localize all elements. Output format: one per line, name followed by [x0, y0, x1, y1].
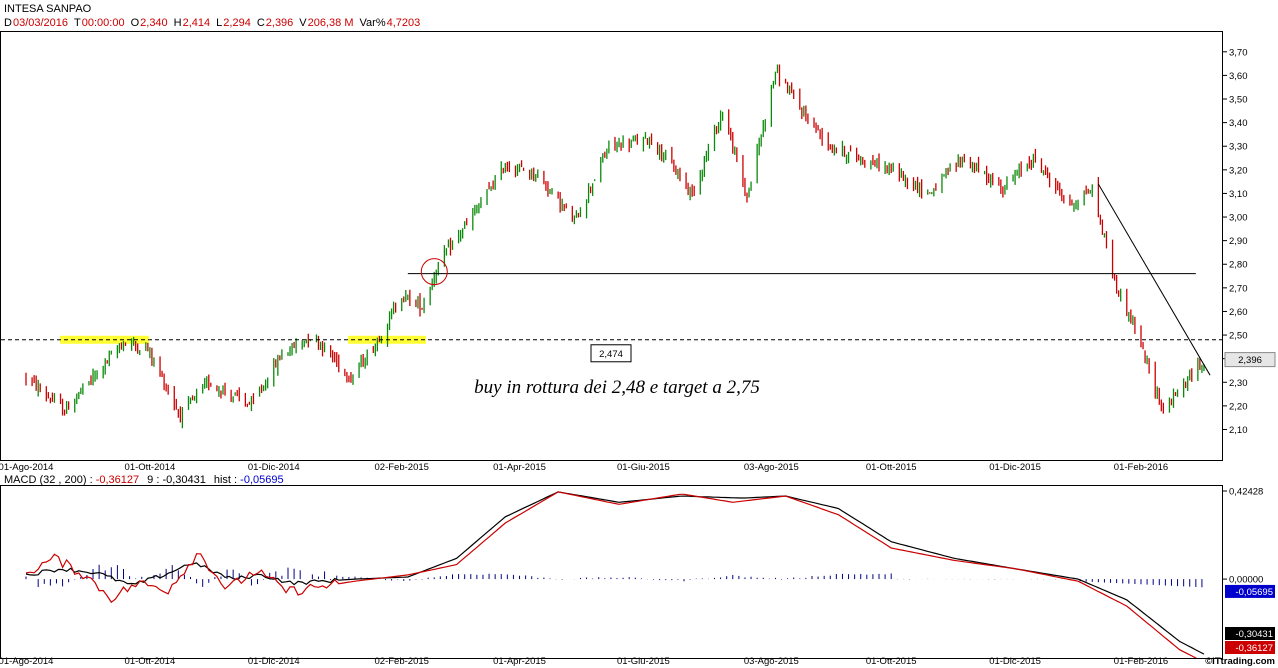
level-label-box [590, 344, 632, 363]
level-label: 2,474 [599, 349, 623, 360]
x-axis-label: 01-Feb-2016 [1114, 656, 1168, 667]
quote-field-value: 206,38 M [308, 17, 354, 29]
price-levels [1, 273, 1222, 341]
quote-field-value: 03/03/2016 [13, 17, 68, 29]
macd-y-axis: 0,42428 0,00000 [1223, 487, 1263, 586]
breakout-circle [420, 258, 448, 286]
x-axis-label: 01-Dic-2014 [248, 656, 300, 667]
quote-field-value: 2,340 [140, 17, 168, 29]
y-tick-label: 3,40 [1229, 118, 1248, 129]
symbol-label: INTESA SANPAO [4, 3, 92, 15]
macd-y-tick-label: 0,42428 [1229, 487, 1263, 498]
macd-y-tick-label: 0,00000 [1229, 575, 1263, 586]
y-tick-label: 2,60 [1229, 307, 1248, 318]
quote-field-value: 2,294 [223, 17, 251, 29]
x-axis-label: 03-Ago-2015 [744, 462, 799, 473]
price-panel-frame [0, 31, 1223, 461]
macd-value-boxes: -0,05695 -0,30431 -0,36127 [1225, 584, 1275, 654]
y-tick-label: 3,20 [1229, 165, 1248, 176]
x-axis-label: 01-Giu-2015 [617, 656, 670, 667]
y-tick-label: 3,00 [1229, 213, 1248, 224]
candles [25, 64, 1205, 429]
x-axis-label: 01-Dic-2015 [989, 656, 1041, 667]
x-axis-label: 03-Ago-2015 [744, 656, 799, 667]
quote-field-value: 2,414 [183, 17, 211, 29]
trade-note: buy in rottura dei 2,48 e target a 2,75 [474, 377, 760, 398]
hist-label: hist : [214, 474, 240, 486]
quote-fields: D03/03/2016 T00:00:00 O2,340 H2,414 L2,294 C2… [4, 17, 420, 29]
quote-field-label: H [174, 17, 182, 29]
macd-histogram [25, 564, 1203, 588]
y-tick-label: 2,70 [1229, 283, 1248, 294]
y-tick-label: 3,70 [1229, 47, 1248, 58]
macd-panel-frame [0, 485, 1223, 659]
quote-field-value: 00:00:00 [82, 17, 125, 29]
x-axis-label: 01-Ago-2014 [0, 462, 53, 473]
x-axis-label: 01-Apr-2015 [493, 656, 546, 667]
x-axis-label: 01-Dic-2014 [248, 462, 300, 473]
quote-field-value: 4,7203 [387, 17, 421, 29]
quote-field-label: C [257, 17, 265, 29]
y-tick-label: 3,30 [1229, 142, 1248, 153]
y-tick-label: 2,20 [1229, 401, 1248, 412]
macd-value-box-label: -0,36127 [1235, 643, 1273, 654]
signal-label: 9 : [147, 474, 162, 486]
y-tick-label: 2,80 [1229, 260, 1248, 271]
macd-value-box [1225, 627, 1275, 640]
quote-field-label: V [299, 17, 307, 29]
quote-field-label: O [131, 17, 140, 29]
trendline [1097, 183, 1211, 376]
y-tick-label: 3,10 [1229, 189, 1248, 200]
macd-value-box [1225, 641, 1275, 654]
x-axis-label: 01-Ott-2015 [866, 462, 917, 473]
date-axis-labels: 01-Ago-2014 01-Ago-2014 01-Ott-2014 01-Ott-… [0, 462, 1168, 667]
macd-title: MACD (32 , 200) : [4, 474, 96, 486]
x-axis-label: 01-Ott-2014 [125, 656, 176, 667]
macd-line [25, 491, 1205, 655]
last-price: 2,396 [1238, 355, 1262, 366]
quote-field-label: Var% [360, 17, 386, 29]
y-tick-label: 2,90 [1229, 236, 1248, 247]
signal-line [25, 491, 1198, 658]
quote-field-label: T [74, 17, 81, 29]
last-price-box [1224, 352, 1276, 368]
x-axis-label: 01-Ott-2015 [866, 656, 917, 667]
price-y-axis: 3,70 3,60 3,50 3,40 3,30 3,20 3,10 3,00 2,90 2,80… [1223, 47, 1248, 436]
support-highlight [60, 335, 149, 344]
y-tick-label: 3,50 [1229, 95, 1248, 106]
quote-field-label: D [4, 17, 12, 29]
watermark: ©ITtrading.com [1205, 656, 1275, 667]
macd-value-box-label: -0,30431 [1235, 629, 1273, 640]
x-axis-label: 01-Apr-2015 [493, 462, 546, 473]
y-tick-label: 2,10 [1229, 425, 1248, 436]
y-tick-label: 3,60 [1229, 71, 1248, 82]
x-axis-label: 01-Feb-2016 [1114, 462, 1168, 473]
x-axis-label: 02-Feb-2015 [375, 462, 429, 473]
y-tick-label: 2,50 [1229, 331, 1248, 342]
quote-field-label: L [216, 17, 222, 29]
macd-value: -0,36127 [96, 474, 139, 486]
macd-header: MACD (32 , 200) : -0,36127 9 : -0,30431 hi… [4, 474, 284, 486]
hist-value: -0,05695 [240, 474, 283, 486]
y-tick-label: 2,30 [1229, 378, 1248, 389]
x-axis-label: 01-Ago-2014 [0, 656, 53, 667]
x-axis-label: 01-Giu-2015 [617, 462, 670, 473]
signal-value: -0,30431 [162, 474, 205, 486]
macd-value-box [1225, 584, 1275, 598]
x-axis-label: 01-Dic-2015 [989, 462, 1041, 473]
quote-field-value: 2,396 [266, 17, 294, 29]
x-axis-label: 02-Feb-2015 [375, 656, 429, 667]
x-axis-label: 01-Ott-2014 [125, 462, 176, 473]
macd-value-box-label: -0,05695 [1235, 587, 1273, 598]
